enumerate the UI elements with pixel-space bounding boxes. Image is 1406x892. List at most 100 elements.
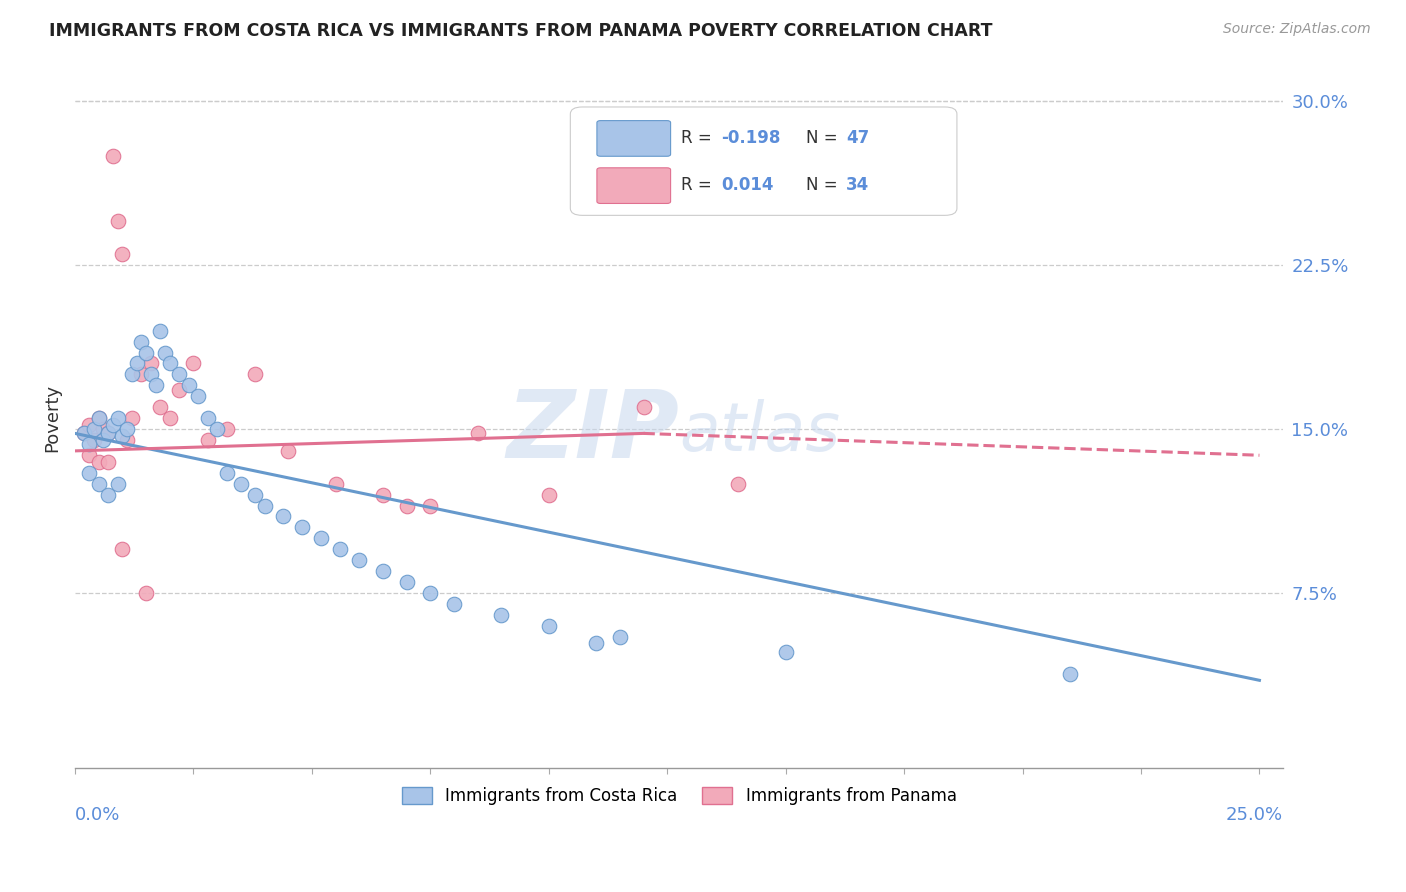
Point (131, 334, 153, 349)
Text: 25.0%: 25.0% (1226, 806, 1284, 824)
Point (371, 564, 394, 578)
Point (775, 645, 797, 659)
Y-axis label: Poverty: Poverty (44, 384, 60, 452)
Point (349, 553, 371, 567)
Point (135, 586, 157, 600)
Point (205, 422, 228, 436)
Point (159, 356, 181, 370)
Text: R =: R = (682, 177, 717, 194)
Text: 47: 47 (846, 129, 869, 147)
Point (215, 422, 238, 436)
Point (491, 607, 513, 622)
Point (87, 455, 110, 469)
Point (87, 476, 110, 491)
Point (727, 476, 749, 491)
Point (121, 411, 143, 425)
Point (311, 531, 333, 545)
Point (167, 383, 190, 397)
Point (1059, 666, 1081, 681)
Point (83, 433, 105, 447)
Point (329, 542, 352, 557)
Point (77, 417, 100, 432)
Text: 0.014: 0.014 (721, 177, 773, 194)
Point (111, 542, 134, 557)
Point (77, 466, 100, 480)
Point (149, 324, 172, 338)
Point (609, 630, 631, 644)
Point (77, 437, 100, 451)
Point (131, 368, 153, 382)
Text: N =: N = (806, 129, 842, 147)
Point (107, 214, 129, 228)
Point (121, 368, 143, 382)
Legend: Immigrants from Costa Rica, Immigrants from Panama: Immigrants from Costa Rica, Immigrants f… (395, 780, 963, 812)
Text: R =: R = (682, 129, 717, 147)
Point (371, 487, 394, 501)
Point (443, 597, 465, 611)
Point (111, 428, 134, 442)
Point (97, 487, 120, 501)
Point (139, 356, 162, 370)
FancyBboxPatch shape (598, 168, 671, 203)
Point (87, 411, 110, 425)
Point (93, 422, 115, 436)
Point (277, 443, 299, 458)
Point (243, 487, 266, 501)
Point (101, 149, 124, 163)
Point (229, 476, 252, 491)
Point (243, 368, 266, 382)
Point (97, 455, 120, 469)
Point (291, 520, 314, 534)
Text: Source: ZipAtlas.com: Source: ZipAtlas.com (1223, 22, 1371, 37)
Point (135, 345, 157, 359)
Point (585, 636, 607, 650)
Point (97, 426, 120, 441)
Text: ZIP: ZIP (506, 386, 679, 478)
Point (187, 389, 209, 403)
Point (325, 476, 347, 491)
Point (111, 247, 134, 261)
Point (395, 499, 418, 513)
Point (273, 509, 295, 524)
Point (83, 422, 105, 436)
Point (183, 356, 205, 370)
Point (159, 411, 181, 425)
Text: atlas: atlas (679, 399, 841, 465)
Point (77, 448, 100, 462)
Point (101, 417, 124, 432)
Point (149, 400, 172, 414)
FancyBboxPatch shape (598, 120, 671, 156)
Point (97, 426, 120, 441)
Text: 0.0%: 0.0% (75, 806, 121, 824)
Text: -0.198: -0.198 (721, 129, 780, 147)
Text: IMMIGRANTS FROM COSTA RICA VS IMMIGRANTS FROM PANAMA POVERTY CORRELATION CHART: IMMIGRANTS FROM COSTA RICA VS IMMIGRANTS… (49, 22, 993, 40)
Point (197, 411, 219, 425)
Point (115, 422, 138, 436)
Point (395, 574, 418, 589)
Point (177, 378, 200, 392)
Point (139, 368, 162, 382)
FancyBboxPatch shape (571, 107, 957, 215)
Point (419, 586, 441, 600)
Point (145, 378, 167, 392)
Point (73, 426, 96, 441)
Point (253, 499, 276, 513)
Point (107, 411, 129, 425)
Point (537, 487, 560, 501)
Point (467, 426, 489, 441)
Point (537, 618, 560, 632)
Point (215, 466, 238, 480)
Text: N =: N = (806, 177, 842, 194)
Point (419, 499, 441, 513)
Point (115, 433, 138, 447)
Point (167, 368, 190, 382)
Point (87, 411, 110, 425)
Point (107, 476, 129, 491)
Point (197, 433, 219, 447)
Text: 34: 34 (846, 177, 869, 194)
Point (93, 433, 115, 447)
Point (153, 345, 176, 359)
Point (633, 400, 655, 414)
Point (125, 356, 148, 370)
Point (73, 426, 96, 441)
